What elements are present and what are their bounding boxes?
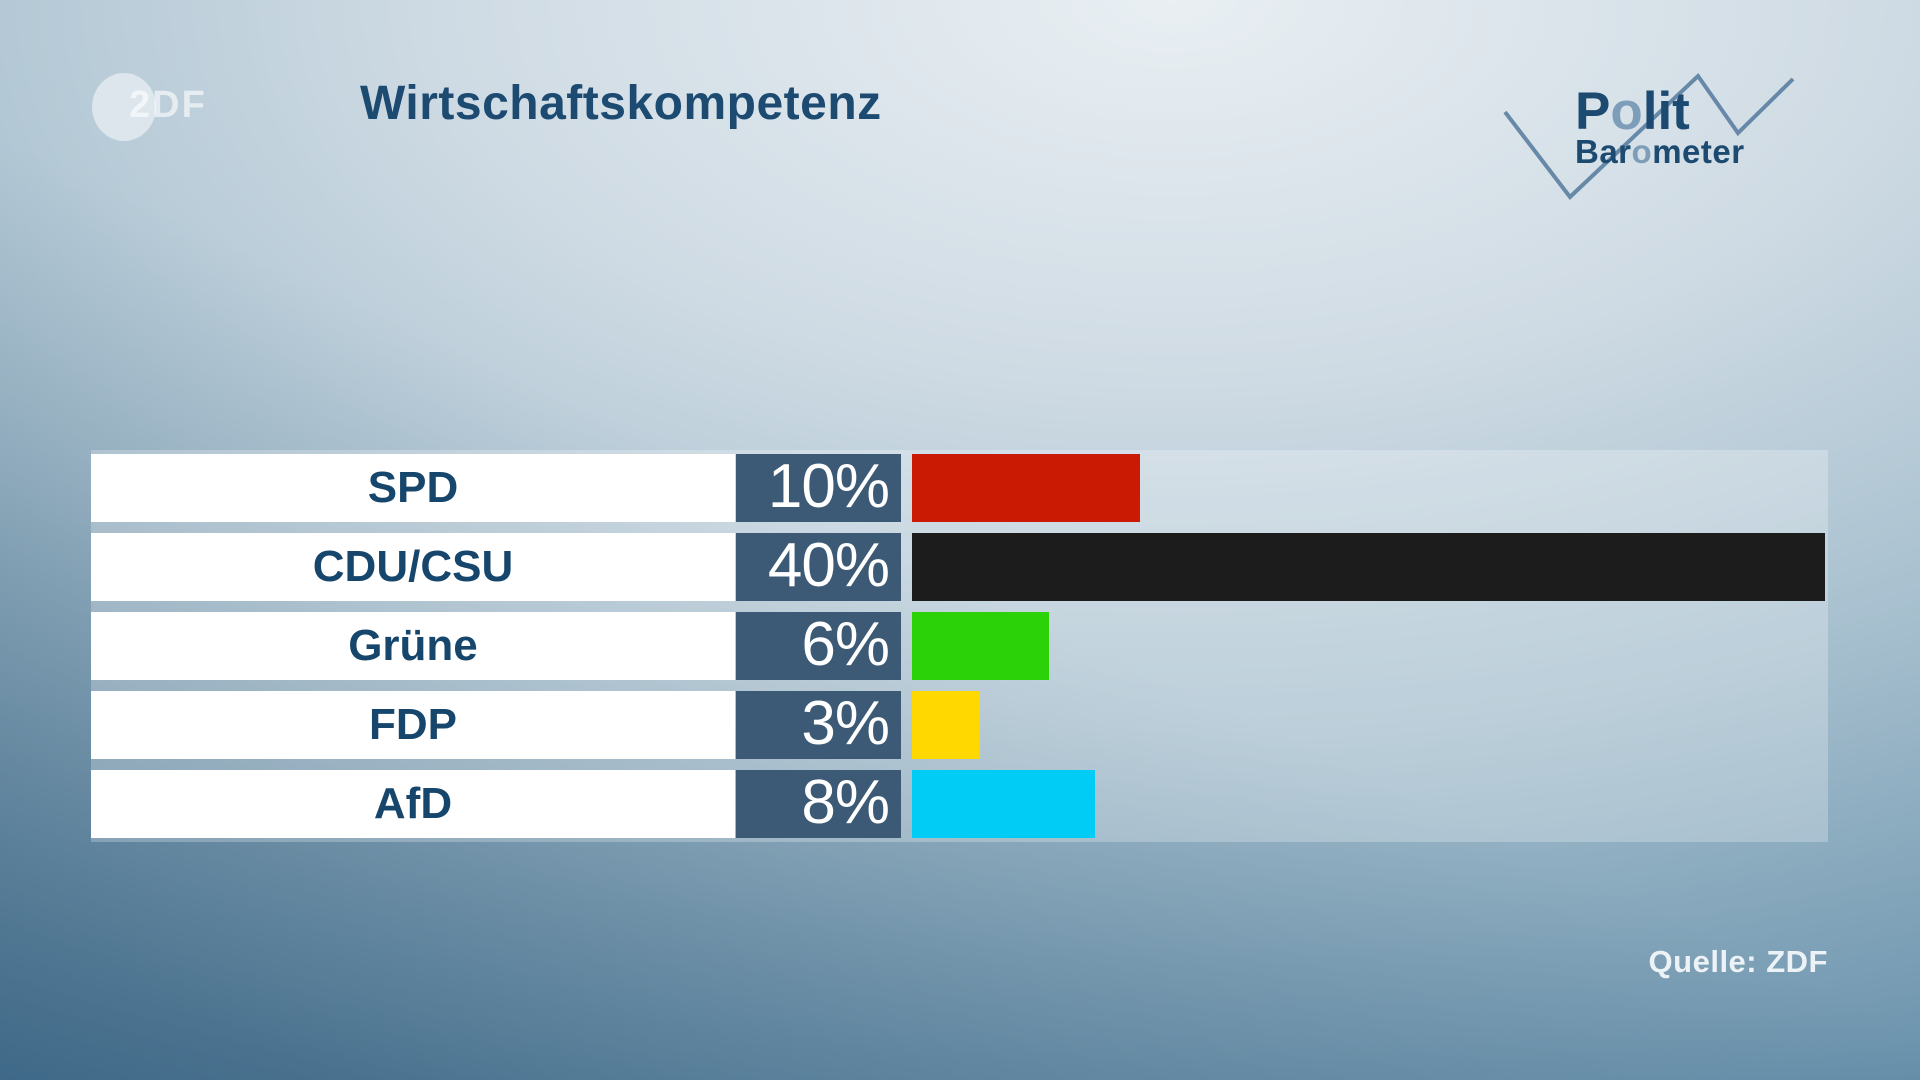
barometer-part: Bar (1575, 133, 1632, 170)
zigzag-trendline-icon (1503, 72, 1795, 200)
chart-row-cducsu: CDU/CSU 40% (91, 533, 1828, 601)
value-bar-cducsu (912, 533, 1825, 601)
bar-chart-panel: SPD 10% CDU/CSU 40% Grüne 6% FDP 3% AfD … (91, 450, 1828, 842)
party-label: SPD (91, 454, 735, 522)
polit-o: o (1610, 82, 1643, 141)
value-bar-gruene (912, 612, 1049, 680)
party-label: Grüne (91, 612, 735, 680)
value-label: 8% (736, 770, 901, 838)
barometer-part: meter (1652, 133, 1745, 170)
value-label: 6% (736, 612, 901, 680)
value-bar-fdp (912, 691, 980, 759)
chart-row-fdp: FDP 3% (91, 691, 1828, 759)
polit-part: lit (1642, 82, 1690, 141)
polit-part: P (1575, 82, 1611, 141)
chart-row-spd: SPD 10% (91, 454, 1828, 522)
value-bar-afd (912, 770, 1095, 838)
politbarometer-wordmark-barometer: Barometer (1575, 135, 1745, 168)
politbarometer-wordmark-polit: Polit (1575, 85, 1690, 138)
value-bar-spd (912, 454, 1140, 522)
party-label: FDP (91, 691, 735, 759)
value-label: 10% (736, 454, 901, 522)
party-label: AfD (91, 770, 735, 838)
party-label: CDU/CSU (91, 533, 735, 601)
zdf-logo-text: 2DF (129, 84, 207, 126)
value-label: 40% (736, 533, 901, 601)
barometer-o: o (1631, 133, 1653, 170)
source-caption: Quelle: ZDF (1648, 944, 1828, 979)
zdf-logo-circle-icon (92, 73, 156, 141)
chart-row-gruene: Grüne 6% (91, 612, 1828, 680)
chart-row-afd: AfD 8% (91, 770, 1828, 838)
value-label: 3% (736, 691, 901, 759)
page-title: Wirtschaftskompetenz (360, 77, 882, 130)
